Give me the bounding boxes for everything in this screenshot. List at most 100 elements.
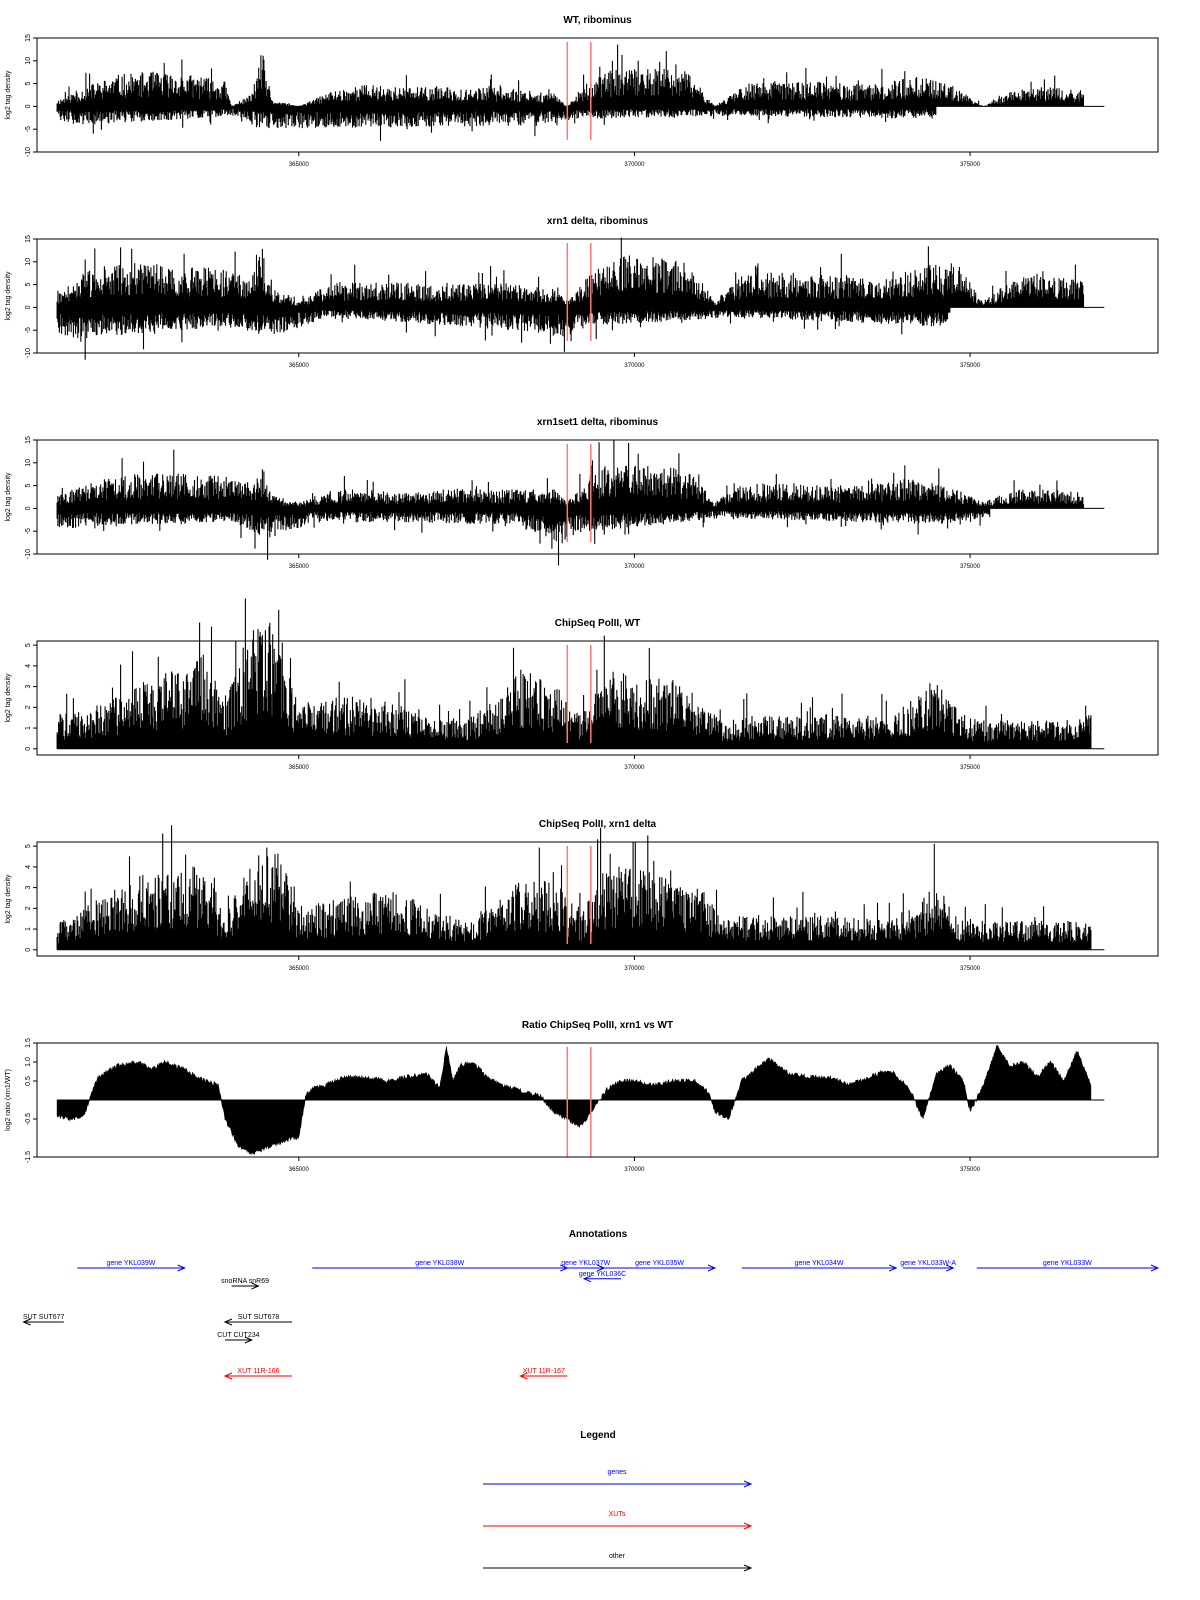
y-tick-label: 5 (25, 844, 32, 848)
density-bars-minus (56, 106, 937, 141)
y-axis-label: log2 tag density (5, 673, 12, 723)
x-tick-label: 375000 (960, 966, 981, 972)
feature-label: gene YKL038W (415, 1260, 464, 1267)
feature-arrowhead (946, 1264, 955, 1272)
y-axis-label: log2 tag density (5, 70, 12, 120)
feature-arrowhead (889, 1264, 898, 1272)
legend-panel: Legend genes XUTs other (483, 1430, 753, 1572)
y-axis-label: log2 ratio (xrn1/WT) (5, 1069, 12, 1131)
chart-title: WT, ribominus (563, 15, 632, 26)
x-tick-label: 375000 (960, 1167, 981, 1173)
feature-label: gene YKL033W (1043, 1260, 1092, 1267)
annotations-title: Annotations (569, 1229, 628, 1240)
y-tick-label: 0 (25, 948, 32, 952)
density-bars-plus (56, 598, 1092, 749)
chart-panel-5: ChipSeq PolII, xrn1 delta log2 tag densit… (5, 819, 1159, 972)
y-tick-label: -1.5 (25, 1151, 32, 1163)
x-tick-label: 375000 (960, 765, 981, 771)
density-bars-minus (56, 307, 951, 360)
data-marks (56, 825, 1092, 950)
chart-title: ChipSeq PolII, xrn1 delta (539, 819, 657, 830)
data-marks (56, 598, 1092, 749)
chart-title: ChipSeq PolII, WT (555, 618, 641, 629)
feature-arrowhead (707, 1264, 717, 1272)
chart-panel-2: xrn1 delta, ribominus log2 tag density 15 1… (5, 216, 1159, 369)
y-tick-label: 3 (25, 685, 32, 689)
plot-frame (36, 37, 1159, 153)
y-tick-label: 2 (25, 906, 32, 910)
plot-frame (36, 841, 1159, 957)
y-tick-label: 5 (25, 643, 32, 647)
plot-frame (36, 640, 1159, 756)
annotation-feature: gene YKL039W (77, 1260, 186, 1272)
y-tick-label: 3 (25, 886, 32, 890)
density-bars-plus (56, 440, 1085, 509)
annotation-feature: gene YKL036C (579, 1271, 626, 1283)
y-tick-label: 10 (25, 258, 32, 266)
legend-label: XUTs (609, 1511, 626, 1518)
legend-label: other (609, 1553, 626, 1560)
legend-entry-genes: genes (483, 1469, 753, 1488)
y-tick-label: 4 (25, 664, 32, 668)
y-tick-label: 15 (25, 235, 32, 243)
x-tick-label: 375000 (960, 564, 981, 570)
density-bars-plus (56, 44, 1085, 107)
feature-arrowhead (244, 1336, 254, 1344)
feature-arrowhead (519, 1372, 528, 1380)
feature-label: gene YKL039W (107, 1260, 156, 1267)
legend-title: Legend (580, 1430, 616, 1441)
y-tick-label: 15 (25, 34, 32, 42)
chart-title: Ratio ChipSeq PolII, xrn1 vs WT (522, 1020, 673, 1031)
annotation-feature: gene YKL034W (741, 1260, 898, 1272)
plot-frame (36, 439, 1159, 555)
x-tick-label: 370000 (624, 162, 645, 168)
feature-arrowhead (223, 1318, 233, 1326)
y-tick-label: -10 (25, 549, 32, 559)
y-tick-label: -10 (25, 348, 32, 358)
y-tick-label: 4 (25, 865, 32, 869)
y-tick-label: 1.0 (25, 1057, 32, 1067)
chart-title: xrn1set1 delta, ribominus (537, 417, 659, 428)
plot-frame (36, 238, 1159, 354)
feature-label: SUT SUT677 (23, 1314, 65, 1321)
annotation-feature: gene YKL033W-A (900, 1260, 956, 1272)
y-tick-label: 0 (25, 104, 32, 108)
y-axis-label: log2 tag density (5, 874, 12, 924)
legend-arrowhead (743, 1564, 753, 1572)
y-tick-label: 0 (25, 747, 32, 751)
annotation-feature: XUT 11R-167 (519, 1368, 568, 1380)
y-tick-label: 10 (25, 57, 32, 65)
x-tick-label: 375000 (960, 162, 981, 168)
y-tick-label: 10 (25, 459, 32, 467)
density-bars-minus (56, 508, 991, 566)
feature-label: SUT SUT678 (238, 1314, 280, 1321)
feature-label: gene YKL037W (561, 1260, 610, 1267)
chart-panel-1: WT, ribominus log2 tag density 15 10 5 0 -5 -10… (5, 15, 1159, 168)
feature-label: gene YKL035W (635, 1260, 684, 1267)
x-tick-label: 365000 (289, 966, 310, 972)
legend-arrowhead (743, 1480, 753, 1488)
feature-arrowhead (582, 1275, 592, 1283)
annotation-feature: SUT SUT678 (223, 1314, 293, 1326)
x-tick-label: 365000 (289, 1167, 310, 1173)
y-tick-label: 5 (25, 283, 32, 287)
y-tick-label: 2 (25, 705, 32, 709)
annotation-feature: XUT 11R-166 (223, 1368, 293, 1380)
legend-arrowhead (743, 1522, 753, 1530)
x-tick-label: 370000 (624, 966, 645, 972)
x-tick-label: 375000 (960, 363, 981, 369)
y-tick-label: 1 (25, 927, 32, 931)
annotation-feature: gene YKL033W (976, 1260, 1160, 1272)
annotation-feature: gene YKL035W (604, 1260, 717, 1272)
y-tick-label: -10 (25, 147, 32, 157)
annotation-feature: gene YKL037W (561, 1260, 611, 1272)
x-tick-label: 365000 (289, 162, 310, 168)
chart-panel-3: xrn1set1 delta, ribominus log2 tag densit… (5, 417, 1159, 570)
chart-panel-6: Ratio ChipSeq PolII, xrn1 vs WT log2 rati… (5, 1020, 1159, 1173)
y-tick-label: 0 (25, 506, 32, 510)
data-marks (56, 440, 1085, 566)
feature-arrowhead (1150, 1264, 1160, 1272)
y-axis-label: log2 tag density (5, 271, 12, 321)
feature-label: gene YKL034W (795, 1260, 844, 1267)
